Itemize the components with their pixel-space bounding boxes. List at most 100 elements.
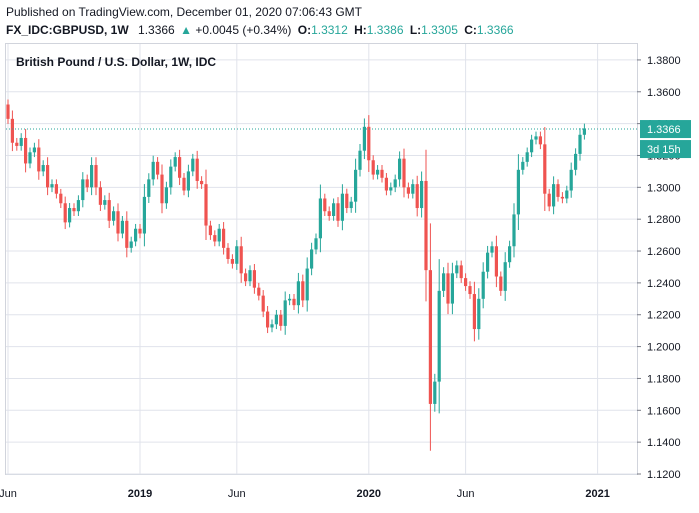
candle-body: [54, 184, 58, 194]
candle-body: [217, 228, 221, 242]
candle-body: [261, 295, 265, 312]
candle-body: [19, 137, 23, 146]
change-value: +0.0045 (+0.34%): [195, 23, 292, 37]
candle-body: [213, 235, 217, 242]
x-tick-label: 2019: [128, 488, 152, 500]
candle-body: [125, 220, 129, 248]
candle-body: [424, 180, 428, 271]
y-tick-label: 1.1800: [647, 373, 681, 385]
candle-body: [406, 187, 410, 194]
candle-body: [72, 208, 76, 212]
candle-body: [574, 153, 578, 170]
candle-body: [37, 147, 41, 172]
candle-body: [371, 160, 375, 175]
candle-body: [81, 179, 85, 201]
candle-body: [415, 184, 419, 209]
candle-body: [332, 203, 336, 216]
candle-body: [288, 298, 292, 301]
candle-body: [367, 126, 371, 161]
candle-body: [244, 273, 248, 282]
candle-body: [578, 134, 582, 154]
candle-body: [195, 158, 199, 181]
x-tick-label: 2021: [585, 488, 609, 500]
chart-title: British Pound / U.S. Dollar, 1W, IDC: [16, 55, 217, 69]
low-label: L:: [409, 23, 422, 37]
candle-body: [252, 270, 256, 288]
candle-body: [248, 270, 252, 282]
candle-body: [94, 165, 98, 188]
candle-body: [499, 276, 503, 291]
candle-body: [50, 184, 54, 188]
candle-body: [266, 311, 270, 328]
candle-body: [512, 214, 516, 247]
candle-body: [358, 150, 362, 170]
candle-body: [534, 136, 538, 140]
high-label: H:: [354, 23, 367, 37]
candle-body: [10, 118, 14, 143]
candle-body: [24, 137, 28, 164]
candle-body: [402, 158, 406, 188]
candle-body: [178, 157, 182, 178]
candle-body: [362, 126, 366, 151]
candle-body: [450, 273, 454, 304]
y-tick-label: 1.1600: [647, 405, 681, 417]
candle-body: [428, 270, 432, 404]
candle-body: [481, 271, 485, 299]
candle-body: [420, 180, 424, 209]
candle-body: [380, 169, 384, 178]
candle-body: [433, 381, 437, 404]
candle-body: [340, 193, 344, 221]
candle-body: [393, 179, 397, 188]
candle-body: [186, 171, 190, 191]
candle-body: [292, 298, 296, 306]
candle-body: [107, 200, 111, 221]
candle-body: [552, 184, 556, 207]
y-tick-label: 1.2400: [647, 278, 681, 290]
candle-body: [490, 246, 494, 253]
y-tick-label: 1.2600: [647, 246, 681, 258]
candle-body: [204, 184, 208, 226]
x-tick-label: Jun: [0, 488, 17, 500]
candle-body: [565, 190, 569, 199]
candle-body: [494, 246, 498, 277]
candle-body: [274, 314, 278, 325]
candle-body: [151, 161, 155, 180]
candle-body: [486, 252, 490, 272]
candle-body: [230, 259, 234, 264]
candle-body: [142, 196, 146, 234]
x-tick-label: Jun: [457, 488, 475, 500]
candle-body: [134, 228, 138, 242]
y-tick-label: 1.3800: [647, 55, 681, 67]
candle-body: [389, 187, 393, 191]
candle-body: [103, 200, 107, 205]
candle-body: [160, 174, 164, 204]
candle-body: [32, 147, 36, 153]
candle-body: [411, 184, 415, 194]
candle-body: [538, 136, 542, 145]
last-price-badge: [640, 120, 691, 139]
candle-body: [530, 139, 534, 153]
candle-body: [28, 152, 32, 164]
candle-body: [437, 290, 441, 382]
candle-body: [314, 238, 318, 250]
candle-body: [138, 228, 142, 234]
candle-body: [516, 169, 520, 215]
candle-body: [455, 265, 459, 274]
y-tick-label: 1.1400: [647, 437, 681, 449]
high-value: 1.3386: [366, 23, 404, 37]
candle-body: [305, 268, 309, 301]
candle-body: [525, 152, 529, 162]
countdown-badge: [640, 140, 691, 159]
candle-body: [98, 187, 102, 205]
candle-body: [173, 157, 177, 167]
y-tick-label: 1.2200: [647, 310, 681, 322]
candle-body: [120, 220, 124, 234]
candle-body: [222, 228, 226, 248]
last-price-label: 1.3366: [647, 124, 681, 136]
symbol-label: FX_IDC:GBPUSD, 1W: [6, 23, 129, 37]
candle-body: [398, 158, 402, 180]
candle-body: [376, 169, 380, 175]
candle-body: [208, 225, 212, 236]
candle-body: [547, 193, 551, 207]
